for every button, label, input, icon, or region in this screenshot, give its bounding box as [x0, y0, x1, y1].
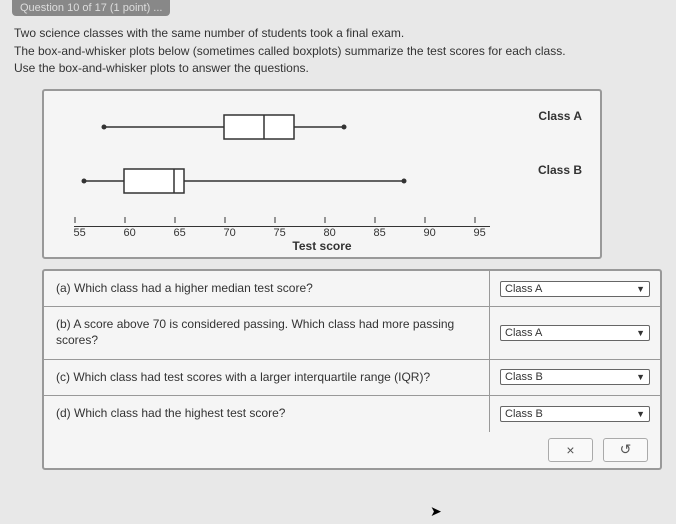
answer-dropdown-b[interactable]: Class A ▼ [500, 325, 650, 341]
answer-cell: Class B ▼ [490, 396, 660, 432]
axis-tick: 55 [74, 227, 75, 239]
intro-line: Use the box-and-whisker plots to answer … [14, 61, 662, 77]
axis-tick: 60 [124, 227, 125, 239]
answer-cell: Class B ▼ [490, 360, 660, 396]
axis-tick: 95 [474, 227, 475, 239]
content: Two science classes with the same number… [0, 16, 676, 478]
question-header-tab: Question 10 of 17 (1 point) ... [12, 0, 170, 16]
reset-button[interactable]: ↺ [603, 438, 648, 462]
question-text: (d) Which class had the highest test sco… [44, 396, 490, 432]
dropdown-value: Class B [505, 408, 543, 420]
intro-line: The box-and-whisker plots below (sometim… [14, 44, 662, 60]
close-button[interactable]: × [548, 438, 593, 462]
question-text: (b) A score above 70 is considered passi… [44, 307, 490, 358]
axis-tick: 75 [274, 227, 275, 239]
question-row: (a) Which class had a higher median test… [44, 271, 660, 307]
boxplot-svg [74, 103, 494, 213]
dropdown-value: Class A [505, 283, 542, 295]
answer-dropdown-d[interactable]: Class B ▼ [500, 406, 650, 422]
question-row: (d) Which class had the highest test sco… [44, 395, 660, 432]
cursor-icon: ➤ [430, 503, 442, 520]
question-text: (c) Which class had test scores with a l… [44, 360, 490, 396]
axis-tick: 80 [324, 227, 325, 239]
class-b-label: Class B [538, 163, 582, 177]
class-a-label: Class A [538, 109, 582, 123]
intro-line: Two science classes with the same number… [14, 26, 662, 42]
chevron-down-icon: ▼ [636, 328, 645, 338]
chevron-down-icon: ▼ [636, 372, 645, 382]
question-row: (b) A score above 70 is considered passi… [44, 306, 660, 358]
answer-dropdown-a[interactable]: Class A ▼ [500, 281, 650, 297]
axis-tick: 65 [174, 227, 175, 239]
axis-tick: 85 [374, 227, 375, 239]
question-text: (a) Which class had a higher median test… [44, 271, 490, 307]
question-table: (a) Which class had a higher median test… [42, 269, 662, 470]
answer-dropdown-c[interactable]: Class B ▼ [500, 369, 650, 385]
axis-tick: 70 [224, 227, 225, 239]
chevron-down-icon: ▼ [636, 409, 645, 419]
axis-tick: 90 [424, 227, 425, 239]
dropdown-value: Class A [505, 327, 542, 339]
dropdown-value: Class B [505, 371, 543, 383]
boxplot-chart: Class A Class B Test score 55 60 65 70 75 80 8… [42, 89, 602, 259]
answer-cell: Class A ▼ [490, 271, 660, 307]
question-row: (c) Which class had test scores with a l… [44, 359, 660, 396]
chevron-down-icon: ▼ [636, 284, 645, 294]
axis-title: Test score [44, 239, 600, 253]
footer-buttons: × ↺ [44, 432, 660, 468]
answer-cell: Class A ▼ [490, 307, 660, 358]
intro-text: Two science classes with the same number… [14, 26, 662, 77]
